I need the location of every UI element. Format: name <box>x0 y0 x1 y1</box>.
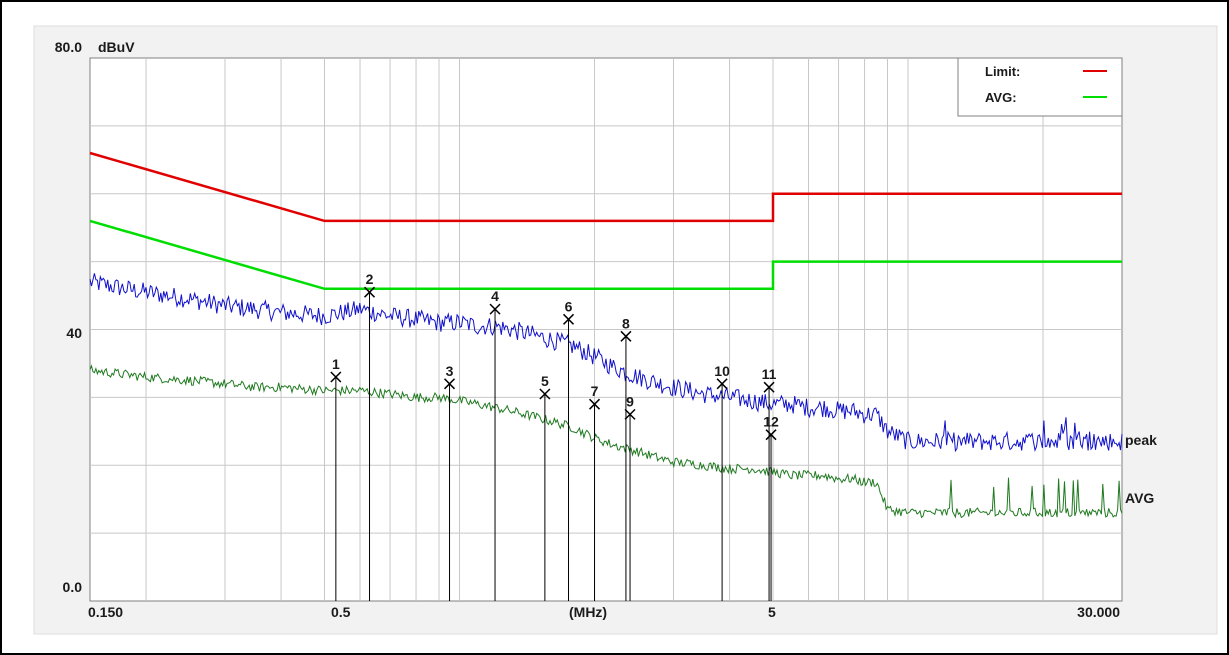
marker-12: 12 <box>763 414 779 601</box>
marker-2: 2 <box>363 271 376 601</box>
x-axis-unit: (MHz) <box>569 604 607 620</box>
marker-3: 3 <box>443 363 456 601</box>
marker-10: 10 <box>714 363 730 601</box>
y-tick-mid: 40 <box>66 325 82 341</box>
marker-cross <box>363 286 376 298</box>
marker-label: 12 <box>763 414 779 430</box>
marker-label: 8 <box>622 315 630 331</box>
x-tick-0150: 0.150 <box>88 604 123 620</box>
marker-7: 7 <box>588 383 601 601</box>
series-label-peak: peak <box>1125 432 1157 448</box>
legend-avg-label: AVG: <box>985 90 1017 105</box>
limit-lines <box>89 151 1122 291</box>
marker-label: 9 <box>626 393 634 409</box>
y-axis-unit: dBuV <box>98 39 135 55</box>
limit-line-avg <box>89 219 1122 291</box>
y-tick-top: 80.0 <box>55 39 82 55</box>
marker-label: 3 <box>446 363 454 379</box>
legend-box <box>957 57 1123 117</box>
legend-limit-label: Limit: <box>985 64 1020 79</box>
marker-4: 4 <box>489 288 501 601</box>
marker-1: 1 <box>330 356 342 601</box>
marker-cross <box>624 408 636 420</box>
marker-label: 4 <box>491 288 499 304</box>
marker-label: 1 <box>332 356 340 372</box>
trace-avg <box>89 364 1123 519</box>
marker-5: 5 <box>539 373 551 601</box>
marker-label: 2 <box>366 271 374 287</box>
marker-label: 11 <box>762 366 777 382</box>
marker-11: 11 <box>762 366 777 601</box>
marker-cross <box>588 398 601 410</box>
marker-cross <box>562 313 575 325</box>
axis-labels: 80.0 dBuV 40 0.0 0.150 0.5 (MHz) 5 30.00… <box>55 39 1120 620</box>
marker-label: 10 <box>714 363 730 379</box>
marker-6: 6 <box>562 298 575 601</box>
x-tick-5: 5 <box>768 604 776 620</box>
marker-cross <box>763 381 775 393</box>
trace-peak <box>89 273 1123 453</box>
marker-cross <box>489 303 501 315</box>
marker-cross <box>443 378 456 390</box>
legend: Limit: AVG: <box>957 57 1123 117</box>
marker-label: 5 <box>541 373 549 389</box>
marker-label: 6 <box>565 298 573 314</box>
y-tick-bottom: 0.0 <box>63 579 83 595</box>
marker-8: 8 <box>620 315 632 601</box>
x-tick-30000: 30.000 <box>1077 604 1120 620</box>
series-label-avg: AVG <box>1125 490 1154 506</box>
marker-cross <box>330 371 342 383</box>
marker-cross <box>620 330 632 342</box>
marker-9: 9 <box>624 393 636 601</box>
marker-label: 7 <box>591 383 599 399</box>
marker-cross <box>539 388 551 400</box>
limit-line-limit <box>89 151 1122 223</box>
x-tick-05: 0.5 <box>331 604 351 620</box>
trace-lines <box>89 273 1123 519</box>
marker-cross <box>716 378 728 390</box>
marker-cross <box>765 429 777 441</box>
